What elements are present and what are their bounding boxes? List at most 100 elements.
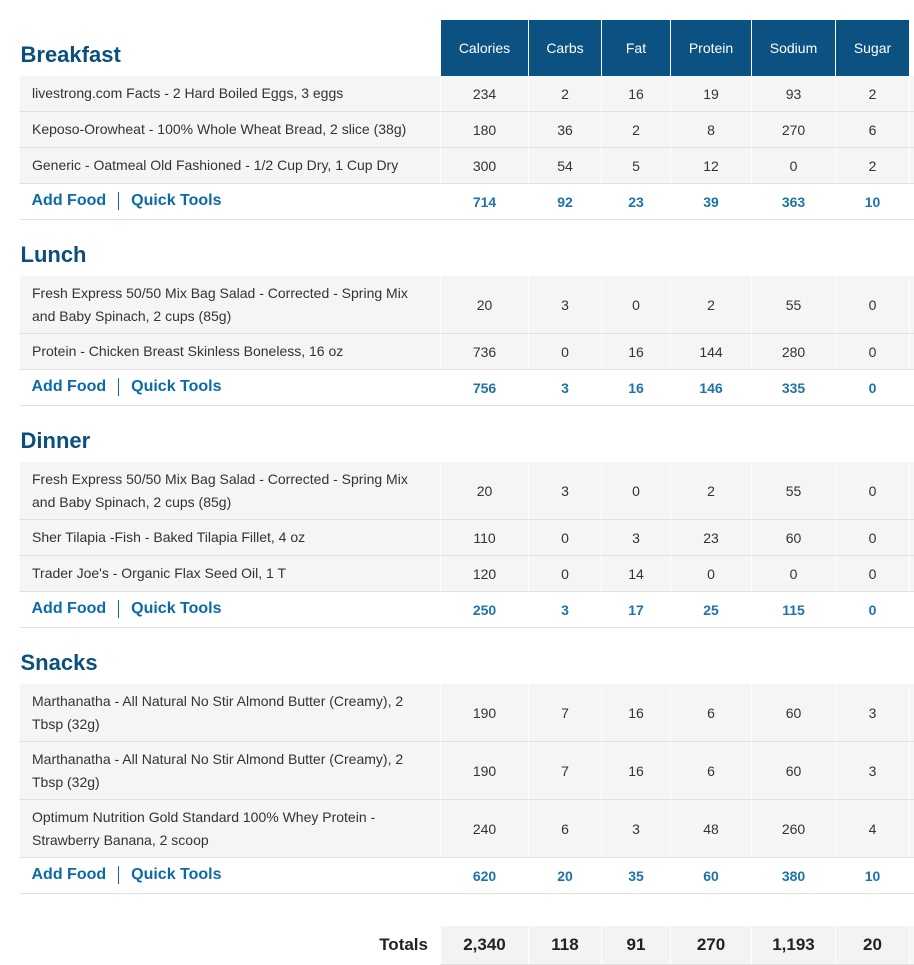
meal-total-sugar: 10 [836,184,910,220]
add-food-link[interactable]: Add Food [32,379,107,396]
food-name[interactable]: Protein - Chicken Breast Skinless Bonele… [20,334,441,370]
spacer [836,220,910,277]
quick-tools-link[interactable]: Quick Tools [131,601,221,618]
food-row[interactable]: livestrong.com Facts - 2 Hard Boiled Egg… [20,76,914,112]
nutrient-fat: 16 [602,334,671,370]
meal-title: Dinner [20,406,441,463]
quick-tools-link[interactable]: Quick Tools [131,379,221,396]
nutrient-carbs: 0 [529,520,602,556]
spacer [910,858,914,894]
nutrient-carbs: 0 [529,556,602,592]
food-row[interactable]: Optimum Nutrition Gold Standard 100% Whe… [20,800,914,858]
nutrient-carbs: 54 [529,148,602,184]
nutrient-sugar: 0 [836,520,910,556]
nutrient-sodium: 60 [752,742,836,800]
meal-total-protein: 60 [671,858,752,894]
grand-total-calories: 2,340 [441,926,529,965]
column-header-fat: Fat [602,20,671,76]
nutrient-sugar: 3 [836,742,910,800]
spacer [910,148,914,184]
meal-total-carbs: 3 [529,592,602,628]
grand-total-fat: 91 [602,926,671,965]
food-name[interactable]: Marthanatha - All Natural No Stir Almond… [20,742,441,800]
nutrient-sodium: 93 [752,76,836,112]
add-food-link[interactable]: Add Food [32,193,107,210]
food-name[interactable]: Fresh Express 50/50 Mix Bag Salad - Corr… [20,462,441,520]
grand-total-carbs: 118 [529,926,602,965]
meal-total-fat: 16 [602,370,671,406]
nutrient-protein: 19 [671,76,752,112]
food-name[interactable]: Optimum Nutrition Gold Standard 100% Whe… [20,800,441,858]
food-row[interactable]: Marthanatha - All Natural No Stir Almond… [20,742,914,800]
spacer [602,628,671,685]
food-name[interactable]: livestrong.com Facts - 2 Hard Boiled Egg… [20,76,441,112]
spacer [910,926,914,965]
divider [118,192,119,210]
spacer [836,406,910,463]
spacer [441,628,529,685]
food-row[interactable]: Fresh Express 50/50 Mix Bag Salad - Corr… [20,276,914,334]
meal-total-sodium: 335 [752,370,836,406]
spacer [910,406,914,463]
food-row[interactable]: Protein - Chicken Breast Skinless Bonele… [20,334,914,370]
nutrient-protein: 2 [671,276,752,334]
food-row[interactable]: Trader Joe's - Organic Flax Seed Oil, 1 … [20,556,914,592]
column-header-calories: Calories [441,20,529,76]
spacer [441,406,529,463]
food-row[interactable]: Sher Tilapia -Fish - Baked Tilapia Fille… [20,520,914,556]
nutrient-protein: 8 [671,112,752,148]
nutrient-sugar: 6 [836,112,910,148]
nutrient-calories: 120 [441,556,529,592]
meal-total-calories: 250 [441,592,529,628]
food-row[interactable]: Keposo-Orowheat - 100% Whole Wheat Bread… [20,112,914,148]
spacer [529,628,602,685]
meal-title: Breakfast [20,20,441,76]
meal-total-carbs: 20 [529,858,602,894]
meal-total-calories: 756 [441,370,529,406]
nutrient-fat: 0 [602,462,671,520]
spacer [752,220,836,277]
quick-tools-link[interactable]: Quick Tools [131,193,221,210]
nutrient-fat: 3 [602,520,671,556]
food-row[interactable]: Generic - Oatmeal Old Fashioned - 1/2 Cu… [20,148,914,184]
meal-actions: Add Food Quick Tools [20,592,441,628]
meal-header-dinner: Dinner [20,406,914,463]
add-food-link[interactable]: Add Food [32,867,107,884]
nutrient-fat: 5 [602,148,671,184]
nutrient-carbs: 7 [529,742,602,800]
nutrient-fat: 14 [602,556,671,592]
meal-total-sugar: 10 [836,858,910,894]
spacer [671,406,752,463]
food-name[interactable]: Keposo-Orowheat - 100% Whole Wheat Bread… [20,112,441,148]
nutrient-calories: 736 [441,334,529,370]
spacer [752,628,836,685]
nutrient-fat: 16 [602,742,671,800]
nutrient-calories: 234 [441,76,529,112]
meal-actions: Add Food Quick Tools [20,184,441,220]
nutrient-carbs: 3 [529,276,602,334]
quick-tools-link[interactable]: Quick Tools [131,867,221,884]
nutrient-calories: 20 [441,462,529,520]
food-name[interactable]: Marthanatha - All Natural No Stir Almond… [20,684,441,742]
spacer [671,628,752,685]
add-food-link[interactable]: Add Food [32,601,107,618]
food-row[interactable]: Fresh Express 50/50 Mix Bag Salad - Corr… [20,462,914,520]
nutrient-sodium: 280 [752,334,836,370]
food-name[interactable]: Generic - Oatmeal Old Fashioned - 1/2 Cu… [20,148,441,184]
food-name[interactable]: Trader Joe's - Organic Flax Seed Oil, 1 … [20,556,441,592]
meal-header-lunch: Lunch [20,220,914,277]
spacer [529,220,602,277]
meal-total-sugar: 0 [836,370,910,406]
column-header-protein: Protein [671,20,752,76]
spacer [910,684,914,742]
food-name[interactable]: Sher Tilapia -Fish - Baked Tilapia Fille… [20,520,441,556]
nutrient-protein: 0 [671,556,752,592]
food-name[interactable]: Fresh Express 50/50 Mix Bag Salad - Corr… [20,276,441,334]
nutrient-sugar: 4 [836,800,910,858]
meal-actions: Add Food Quick Tools [20,370,441,406]
nutrient-calories: 190 [441,742,529,800]
nutrient-sodium: 260 [752,800,836,858]
food-row[interactable]: Marthanatha - All Natural No Stir Almond… [20,684,914,742]
